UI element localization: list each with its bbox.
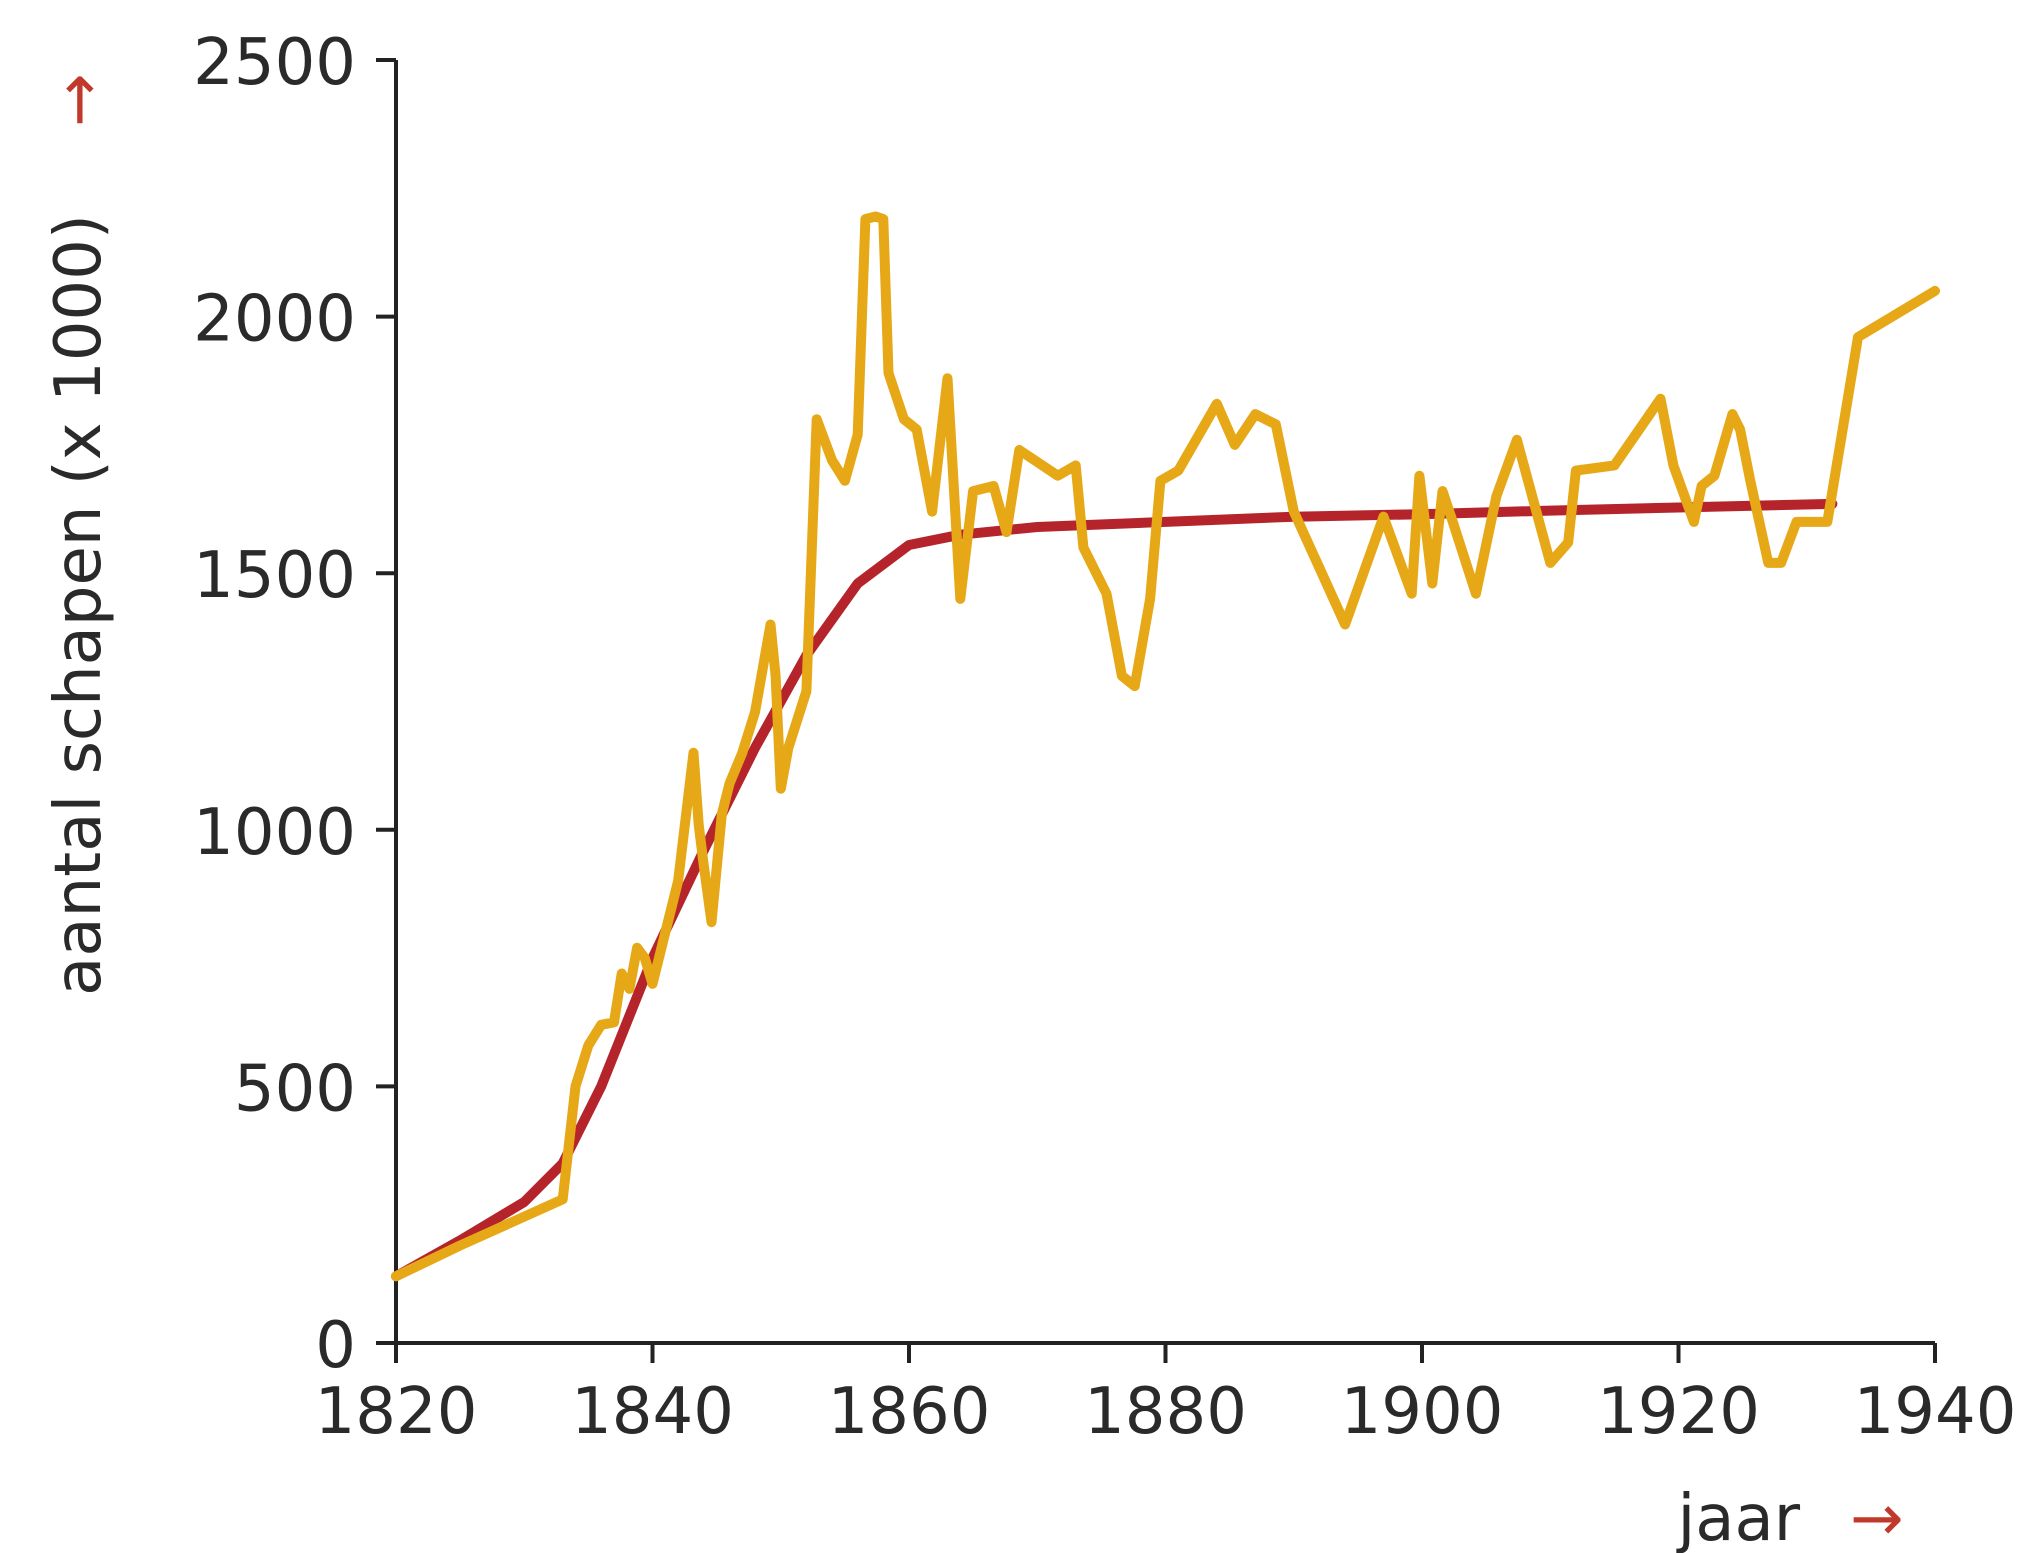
x-tick-label: 1860 xyxy=(828,1375,991,1449)
x-axis-arrow-icon: → xyxy=(1850,1482,1904,1553)
y-axis-title-group: aantal schapen (x 1000) xyxy=(42,214,116,996)
x-tick-label: 1940 xyxy=(1854,1375,2017,1449)
y-tick-label: 500 xyxy=(234,1052,356,1126)
y-axis-arrow-group: → xyxy=(42,73,116,127)
x-tick-label: 1880 xyxy=(1084,1375,1247,1449)
y-tick-label: 0 xyxy=(315,1309,356,1383)
x-tick-label: 1840 xyxy=(571,1375,734,1449)
y-tick-label: 1500 xyxy=(193,539,356,613)
y-tick-label: 2500 xyxy=(193,26,356,100)
x-tick-label: 1920 xyxy=(1597,1375,1760,1449)
series-line-observed xyxy=(391,211,1940,1282)
series-layer xyxy=(391,211,1940,1282)
y-axis-title: aantal schapen (x 1000) xyxy=(42,214,116,996)
y-axis-ticks: 0 500 1000 1500 2000 2500 xyxy=(193,26,396,1383)
x-tick-label: 1900 xyxy=(1341,1375,1504,1449)
x-axis-ticks: 1820 1840 1860 1880 1900 1920 1940 xyxy=(315,1343,2017,1449)
y-tick-label: 2000 xyxy=(193,283,356,357)
x-tick-label: 1820 xyxy=(315,1375,478,1449)
y-axis-arrow-icon: → xyxy=(42,73,116,127)
x-axis-title: jaar xyxy=(1675,1482,1800,1553)
y-tick-label: 1000 xyxy=(193,796,356,870)
